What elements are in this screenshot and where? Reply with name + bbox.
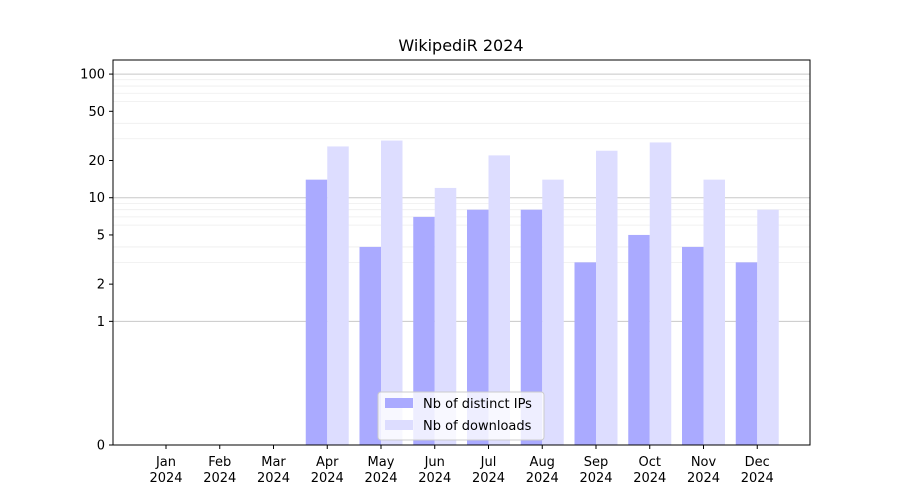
bar-downloads: [488, 155, 510, 445]
legend-swatch-ips: [385, 398, 413, 408]
y-tick-label: 5: [97, 228, 105, 243]
bar-downloads: [327, 146, 349, 445]
y-tick-label: 50: [88, 105, 105, 120]
y-tick-label: 0: [97, 439, 105, 454]
bar-distinct-ips: [467, 209, 489, 445]
bar-downloads: [434, 187, 457, 445]
legend: Nb of distinct IPs Nb of downloads: [377, 391, 545, 441]
x-tick-label: Apr 2024: [311, 455, 344, 486]
y-tick-label: 20: [88, 154, 105, 169]
y-tick-label: 100: [80, 68, 105, 83]
legend-frame: [377, 391, 545, 441]
bar-downloads: [381, 140, 403, 445]
bar-distinct-ips: [735, 262, 758, 445]
bar-downloads: [703, 179, 725, 446]
bar-downloads: [542, 179, 564, 446]
y-axis-ticks: 0 1 2 5 10 20 50 100: [80, 68, 113, 454]
bar-distinct-ips: [413, 216, 435, 445]
x-tick-label: Jun 2024: [418, 455, 451, 486]
x-tick-label: Mar 2024: [257, 455, 290, 486]
bar-downloads: [757, 209, 779, 445]
legend-swatch-downloads: [385, 420, 413, 430]
x-tick-label: Oct 2024: [633, 455, 666, 486]
y-tick-label: 1: [97, 315, 105, 330]
plot-area-frame: [112, 59, 811, 446]
x-axis-ticks: Jan 2024 Feb 2024 Mar 2024 Apr 2024 May 2024 Jun 20…: [149, 445, 774, 486]
bar-distinct-ips: [628, 234, 650, 445]
x-tick-label: Jan 2024: [149, 455, 182, 486]
legend-label-downloads: Nb of downloads: [423, 419, 532, 434]
x-tick-label: Nov 2024: [687, 455, 720, 486]
bar-distinct-ips: [305, 179, 328, 446]
bar-downloads: [596, 150, 618, 445]
bar-distinct-ips: [574, 262, 596, 445]
bar-distinct-ips: [682, 246, 704, 445]
chart-title: WikipediR 2024: [398, 36, 523, 55]
y-tick-label: 2: [97, 278, 105, 293]
bar-distinct-ips: [359, 246, 381, 445]
x-tick-label: Sep 2024: [579, 455, 612, 486]
x-tick-label: Jul 2024: [472, 455, 505, 486]
bar-downloads: [649, 142, 672, 445]
x-tick-label: Aug 2024: [526, 455, 559, 486]
bars: [305, 140, 779, 446]
y-tick-label: 10: [88, 191, 105, 206]
legend-label-ips: Nb of distinct IPs: [423, 397, 532, 412]
x-tick-label: May 2024: [364, 455, 397, 486]
x-tick-label: Feb 2024: [203, 455, 236, 486]
bar-distinct-ips: [520, 209, 543, 445]
x-tick-label: Dec 2024: [741, 455, 774, 486]
